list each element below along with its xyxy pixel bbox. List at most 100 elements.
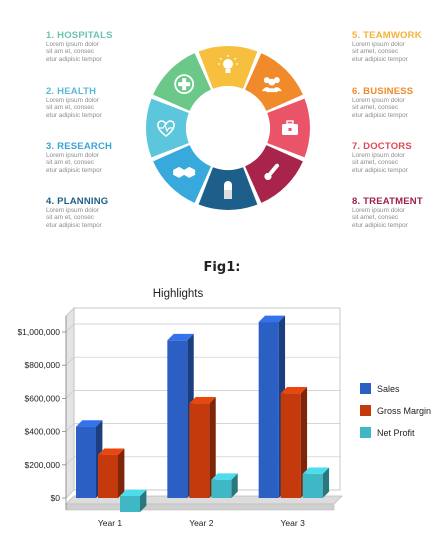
right-item-2: 6. BUSINESS Lorem ipsum dolor sit amet, co… [352, 86, 444, 119]
item-title: 6. BUSINESS [352, 86, 414, 97]
legend-swatch [360, 405, 371, 416]
y-tick-label: $1,000,000 [17, 327, 60, 337]
bar-top [258, 315, 286, 323]
item-description: etur adipisic tempor [46, 111, 102, 119]
legend-swatch [360, 383, 371, 394]
item-description: Lorem ipsum dolor [46, 152, 99, 159]
item-description: sit amet, consec [352, 159, 399, 167]
item-title: 2. HEALTH [46, 86, 97, 97]
figure-caption: Fig1: [203, 260, 241, 275]
legend-label: Sales [377, 384, 400, 394]
item-description: etur adipisic tempor [46, 55, 102, 63]
bar-top [211, 473, 238, 480]
bar-net-profit [211, 479, 232, 498]
lightbulb-icon [218, 55, 238, 73]
bar-side [118, 448, 125, 498]
bar-gross-margin [280, 393, 301, 498]
medical-infographic: 1. HOSPITALS Lorem ipsum dolor sit am et, … [0, 0, 444, 250]
left-item-3: 3. RESEARCH Lorem ipsum dolor sit am et, c… [46, 141, 156, 174]
bar-gross-margin [98, 454, 118, 498]
y-tick-label: $0 [51, 493, 61, 503]
item-title: 1. HOSPITALS [46, 30, 113, 41]
bar-top [98, 448, 125, 455]
right-item-3: 7. DOCTORS Lorem ipsum dolor sit amet, con… [352, 141, 444, 174]
item-description: etur adipisic tempor [352, 111, 408, 119]
heartbeat-icon [157, 120, 175, 137]
item-description: etur adipisic tempor [46, 166, 102, 174]
legend-label: Net Profit [377, 428, 415, 438]
bar-net-profit [120, 496, 140, 512]
item-description: etur adipisic tempor [46, 221, 102, 229]
y-tick-label: $800,000 [25, 360, 61, 370]
item-description: etur adipisic tempor [352, 55, 408, 63]
legend-swatch [360, 427, 371, 438]
team-icon [261, 77, 282, 93]
bar-side [209, 396, 216, 498]
item-description: etur adipisic tempor [352, 221, 408, 229]
gridline-side [65, 456, 75, 466]
wheel-segment [153, 53, 211, 111]
bar-side [300, 387, 308, 498]
item-description: sit amet, consec [352, 104, 399, 112]
item-title: 8. TREATMENT [352, 196, 423, 207]
item-title: 3. RESEARCH [46, 141, 113, 152]
thermometer-icon [264, 163, 279, 181]
bar-gross-margin [189, 403, 210, 498]
plot-side-wall [65, 307, 75, 499]
bar-top [280, 387, 308, 394]
item-description: sit am et, consec [46, 104, 94, 112]
bar-top [120, 489, 147, 496]
handshake-icon [173, 166, 196, 178]
item-description: etur adipisic tempor [352, 166, 408, 174]
bar-sales [76, 426, 96, 498]
left-item-1: 1. HOSPITALS Lorem ipsum dolor sit am et, … [46, 30, 156, 63]
bar-top [189, 396, 216, 404]
y-tick-label: $400,000 [25, 427, 61, 437]
item-description: Lorem ipsum dolor [46, 97, 99, 104]
plot-floor-edge [65, 503, 335, 511]
gridline-side [65, 423, 75, 432]
item-description: sit am et, consec [46, 214, 94, 222]
bar-sales [167, 340, 188, 498]
item-title: 7. DOCTORS [352, 141, 412, 152]
wheel-segment [245, 145, 303, 203]
item-description: Lorem ipsum dolor [352, 207, 405, 214]
bar-top [302, 467, 330, 474]
y-tick-label: $200,000 [25, 460, 61, 470]
x-tick-label: Year 1 [98, 518, 123, 528]
segment-wheel [146, 46, 310, 210]
item-description: Lorem ipsum dolor [352, 97, 405, 104]
hospital-cross-icon [174, 74, 195, 95]
gridline-side [65, 390, 75, 399]
right-item-4: 8. TREATMENT Lorem ipsum dolor sit amet, c… [352, 196, 444, 229]
item-description: Lorem ipsum dolor [46, 207, 99, 214]
item-description: sit am et, consec [46, 48, 94, 56]
item-description: Lorem ipsum dolor [46, 41, 99, 48]
item-description: Lorem ipsum dolor [352, 152, 405, 159]
bar-net-profit [302, 473, 323, 498]
bar-side [322, 467, 330, 498]
bar-side [140, 489, 147, 512]
y-tick-label: $600,000 [25, 393, 61, 403]
item-title: 5. TEAMWORK [352, 30, 422, 41]
item-description: sit amet, consec [352, 214, 399, 222]
bar-top [76, 420, 103, 427]
left-item-2: 2. HEALTH Lorem ipsum dolor sit am et, con… [46, 86, 156, 119]
wheel-segment [146, 98, 189, 158]
chart-title: Highlights [153, 288, 204, 300]
legend-label: Gross Margin [377, 406, 431, 416]
bar-sales [258, 322, 279, 498]
x-tick-label: Year 3 [281, 518, 306, 528]
gridline-side [65, 356, 75, 366]
item-description: Lorem ipsum dolor [352, 41, 405, 48]
item-description: sit amet, consec [352, 48, 399, 56]
briefcase-icon [282, 120, 298, 135]
highlights-chart: Highlights $1,000,000 $800,000 $600,000 $400… [17, 288, 431, 528]
item-title: 4. PLANNING [46, 196, 109, 207]
gridline-side [65, 489, 75, 499]
gridline-side [65, 323, 75, 333]
bar-top [167, 333, 194, 341]
x-tick-label: Year 2 [189, 518, 214, 528]
right-item-1: 5. TEAMWORK Lorem ipsum dolor sit amet, co… [352, 30, 444, 63]
bar-side [231, 473, 238, 498]
